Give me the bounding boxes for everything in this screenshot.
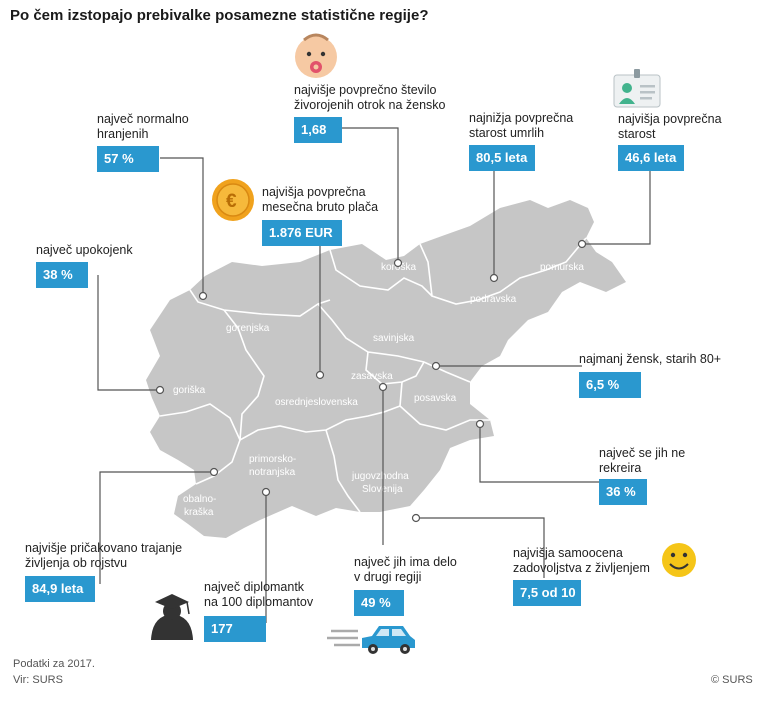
fact-starost-label: najvišja povprečna starost xyxy=(618,112,722,141)
fact-trajanje-label: najvišje pričakovano trajanje življenja … xyxy=(25,541,183,570)
region-obalno: obalno- xyxy=(183,494,216,505)
fact-placa-label: najvišja povprečna mesečna bruto plača xyxy=(262,185,379,214)
fact-zensk80-label: najmanj žensk, starih 80+ xyxy=(579,352,722,366)
car-icon xyxy=(327,626,415,654)
graduate-icon xyxy=(151,594,193,640)
region-posavska: posavska xyxy=(414,393,457,404)
fact-delo-label: največ jih ima delo v drugi regiji xyxy=(354,555,457,584)
fact-rekreira-value: 36 % xyxy=(599,479,647,505)
page-title: Po čem izstopajo prebivalke posamezne st… xyxy=(10,7,429,24)
fact-placa-value: 1.876 EUR xyxy=(262,220,342,246)
region-primorsko: primorsko- xyxy=(249,454,296,465)
euro-coin-icon: € xyxy=(212,179,254,221)
baby-icon xyxy=(295,33,337,78)
region-goriska: goriška xyxy=(173,385,206,396)
region-borders xyxy=(159,237,587,513)
fact-diplomantk-value: 177 xyxy=(204,616,266,642)
fact-upokojenk-label: največ upokojenk xyxy=(36,243,133,257)
fact-zensk80-value: 6,5 % xyxy=(579,372,641,398)
fact-umrlih-label: najnižja povprečna starost umrlih xyxy=(469,111,574,140)
svg-text:€: € xyxy=(226,191,237,212)
fact-otrok-value: 1,68 xyxy=(294,117,342,143)
region-kraska: kraška xyxy=(184,507,214,518)
footer-notes: Podatki za 2017. Vir: SURS xyxy=(13,656,95,688)
fact-starost-value: 46,6 leta xyxy=(618,145,684,171)
region-osrednjeslovenska: osrednjeslovenska xyxy=(275,397,358,408)
leader-lines xyxy=(97,127,651,623)
fact-umrlih-value: 80,5 leta xyxy=(469,145,535,171)
footer-copyright: © SURS xyxy=(711,674,753,686)
region-zasavska: zasavska xyxy=(351,371,393,382)
region-pomurska: pomurska xyxy=(540,262,584,273)
footer-data-year: Podatki za 2017. xyxy=(13,658,95,670)
map-shape xyxy=(146,200,626,538)
fact-zadovoljstvo-value: 7,5 od 10 xyxy=(513,580,581,606)
fact-delo-value: 49 % xyxy=(354,590,404,616)
id-card-icon xyxy=(613,69,661,108)
fact-rekreira-label: največ se jih ne rekreira xyxy=(599,446,686,475)
fact-diplomantk-label: največ diplomantk na 100 diplomantov xyxy=(204,580,314,609)
fact-hranjenih-value: 57 % xyxy=(97,146,159,172)
region-notranjska: notranjska xyxy=(249,467,296,478)
region-koroska: koroška xyxy=(381,262,416,273)
fact-otrok-label: najvišje povprečno število živorojenih o… xyxy=(294,83,446,112)
fact-zadovoljstvo-label: najvišja samoocena zadovoljstva z življe… xyxy=(513,546,650,575)
footer-source: Vir: SURS xyxy=(13,674,63,686)
leader-dots xyxy=(155,239,587,523)
region-jugovzhodna: jugovzhodna xyxy=(351,471,409,482)
region-gorenjska: gorenjska xyxy=(226,323,270,334)
fact-hranjenih-label: največ normalno hranjenih xyxy=(97,112,189,141)
region-savinjska: savinjska xyxy=(373,333,415,344)
fact-trajanje-value: 84,9 leta xyxy=(25,576,95,602)
smiley-icon xyxy=(662,543,696,577)
fact-upokojenk-value: 38 % xyxy=(36,262,88,288)
region-podravska: podravska xyxy=(470,294,517,305)
